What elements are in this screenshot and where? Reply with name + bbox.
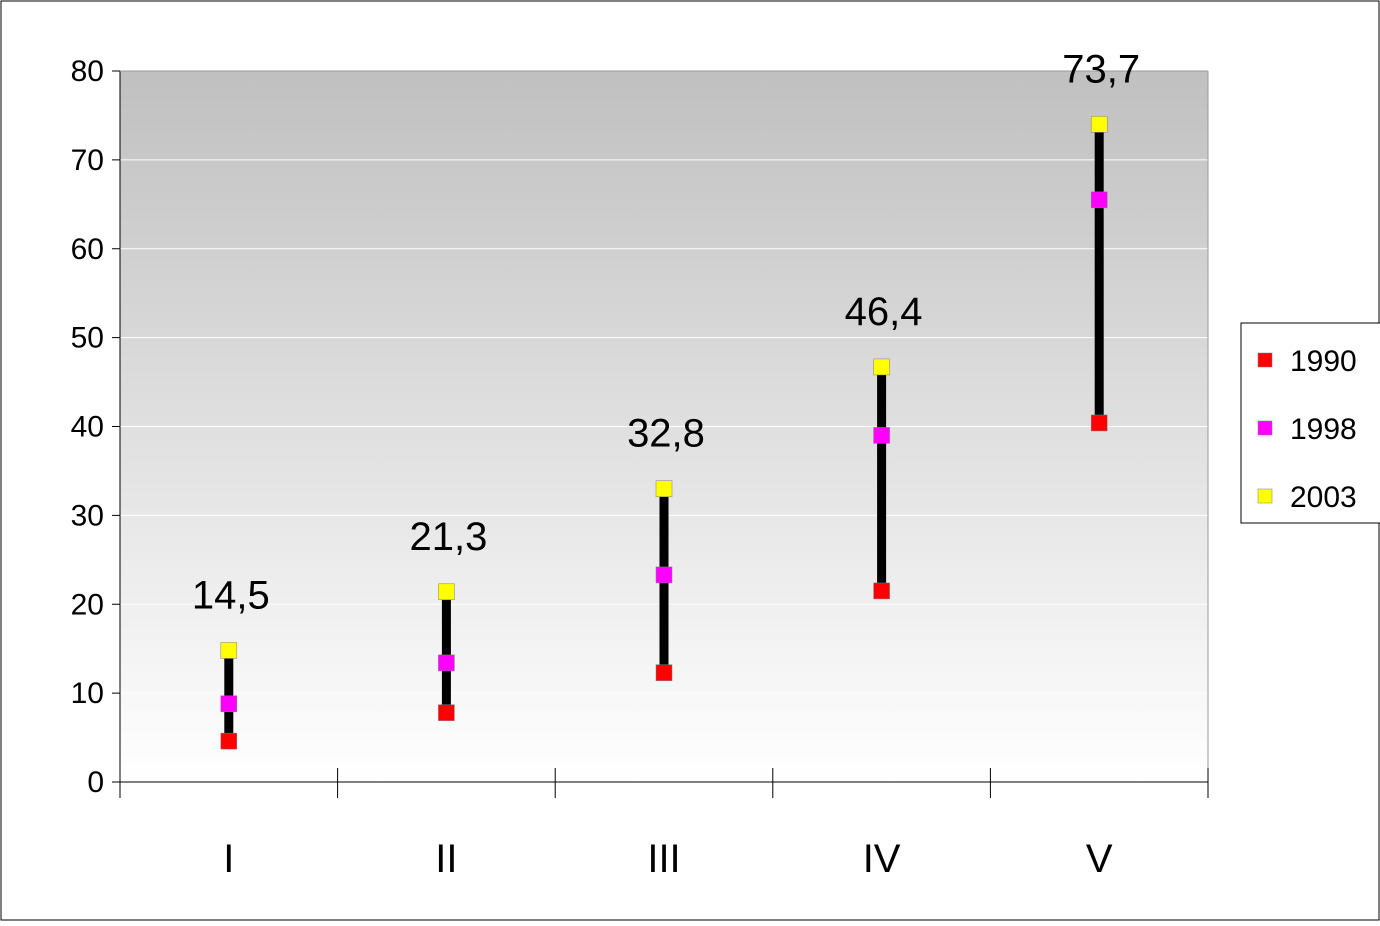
y-tick-label: 0 xyxy=(87,766,104,799)
marker-2003 xyxy=(655,480,673,497)
data-label: 14,5 xyxy=(192,573,270,617)
x-category-label: II xyxy=(435,837,457,881)
marker-1990 xyxy=(438,704,455,721)
x-category-label: V xyxy=(1086,837,1113,881)
legend-label: 2003 xyxy=(1290,481,1357,514)
marker-1998 xyxy=(220,695,238,713)
data-label: 32,8 xyxy=(627,412,705,456)
legend-swatch-1998 xyxy=(1257,420,1273,436)
marker-2003 xyxy=(438,583,455,601)
y-tick-label: 60 xyxy=(71,233,104,266)
y-tick-label: 40 xyxy=(71,411,104,444)
marker-2003 xyxy=(220,642,238,659)
marker-1990 xyxy=(655,664,673,681)
marker-1998 xyxy=(655,566,673,584)
data-label: 73,7 xyxy=(1062,47,1140,91)
x-category-label: III xyxy=(647,837,680,881)
y-tick-label: 70 xyxy=(71,144,104,177)
marker-1990 xyxy=(1090,414,1108,432)
data-markers xyxy=(220,116,1108,750)
y-tick-label: 10 xyxy=(71,677,104,710)
y-tick-label: 80 xyxy=(71,55,104,88)
marker-2003 xyxy=(1090,116,1108,133)
x-category-label: I xyxy=(223,837,234,881)
legend: 1990 1998 2003 xyxy=(1240,322,1380,524)
data-label: 21,3 xyxy=(409,515,487,559)
range-lines xyxy=(224,124,1104,742)
legend-label: 1998 xyxy=(1290,413,1357,446)
x-category-label: IV xyxy=(863,837,901,881)
marker-1990 xyxy=(220,732,238,750)
marker-1998 xyxy=(1090,191,1108,209)
marker-1998 xyxy=(438,654,455,672)
marker-2003 xyxy=(873,358,890,376)
data-labels: 14,5 21,3 32,8 46,4 73,7 xyxy=(192,47,1140,617)
data-label: 46,4 xyxy=(845,290,923,334)
legend-swatch-2003 xyxy=(1257,488,1273,504)
marker-1990 xyxy=(873,582,890,600)
y-tick-label: 30 xyxy=(71,499,104,532)
marker-1998 xyxy=(873,427,890,444)
legend-label: 1990 xyxy=(1290,345,1357,378)
y-tick-label: 20 xyxy=(71,588,104,621)
y-tick-label: 50 xyxy=(71,322,104,355)
legend-swatch-1990 xyxy=(1257,352,1273,368)
